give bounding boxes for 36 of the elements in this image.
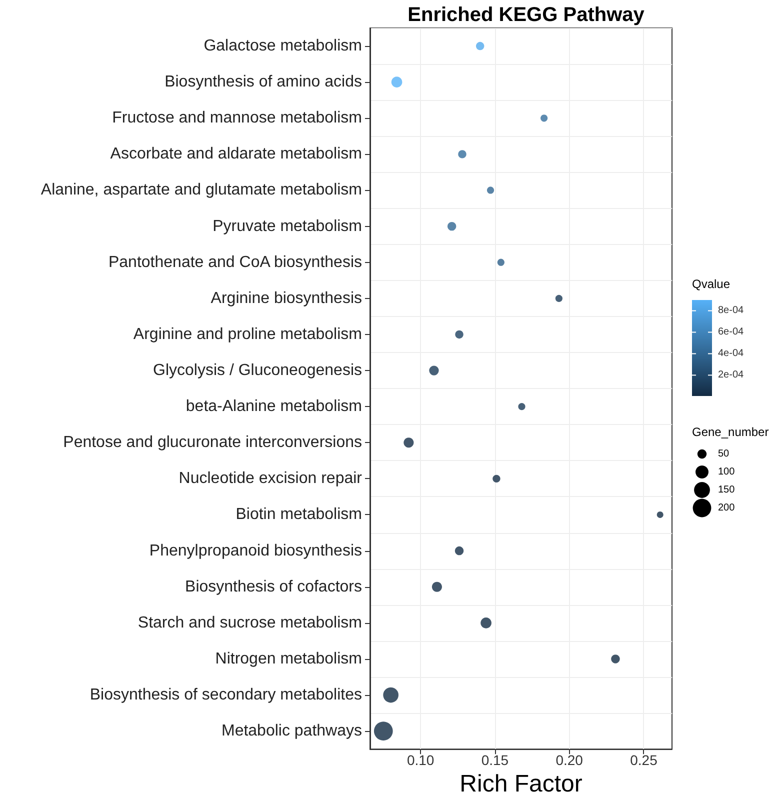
y-tick-label: Starch and sucrose metabolism [138,614,362,632]
y-tick-label: Arginine and proline metabolism [133,326,362,343]
color-bar-label: 2e-04 [718,370,744,381]
y-tick-label: Arginine biosynthesis [210,290,362,307]
y-tick-label: beta-Alanine metabolism [186,398,362,416]
x-tick-label: 0.25 [630,752,658,768]
y-tick-label: Metabolic pathways [221,722,362,740]
legend-label: 150 [718,484,736,496]
y-tick-label: Biosynthesis of cofactors [185,578,362,596]
y-tick-label: Alanine, aspartate and glutamate metabolism [40,182,362,199]
x-axis-title: Rich Factor [460,770,582,798]
x-tick-label: 0.20 [556,752,584,768]
y-tick-label: Nucleotide excision repair [178,470,363,488]
y-tick-label: Fructose and mannose metabolism [112,110,362,127]
y-tick-label: Phenylpropanoid biosynthesis [149,542,362,560]
y-tick-label: Biosynthesis of amino acids [164,74,362,91]
x-tick-label: 0.15 [481,752,509,768]
color-bar-label: 6e-04 [718,326,744,338]
y-tick-label: Glycolysis / Gluconeogenesis [153,362,362,380]
y-tick-label: Pantothenate and CoA biosynthesis [108,254,362,271]
legend-title: Gene_number [692,425,769,439]
y-tick-label: Biosynthesis of secondary metabolites [90,686,362,704]
chart-title: Enriched KEGG Pathway [408,4,646,26]
legend-label: 200 [718,502,736,514]
legend-label: 100 [718,466,736,478]
y-tick-label: Pentose and glucuronate interconversions [63,434,362,452]
y-tick-label: Nitrogen metabolism [215,650,362,668]
legend-label: 50 [718,448,730,460]
color-bar-title: Qvalue [692,277,730,291]
y-tick-label: Galactose metabolism [204,38,362,55]
y-tick-label: Biotin metabolism [236,506,362,524]
y-tick-label: Pyruvate metabolism [212,218,362,235]
color-bar-label: 4e-04 [718,348,744,360]
x-tick-label: 0.10 [406,752,434,768]
color-bar-label: 8e-04 [718,305,744,316]
y-tick-label: Ascorbate and aldarate metabolism [110,146,362,163]
